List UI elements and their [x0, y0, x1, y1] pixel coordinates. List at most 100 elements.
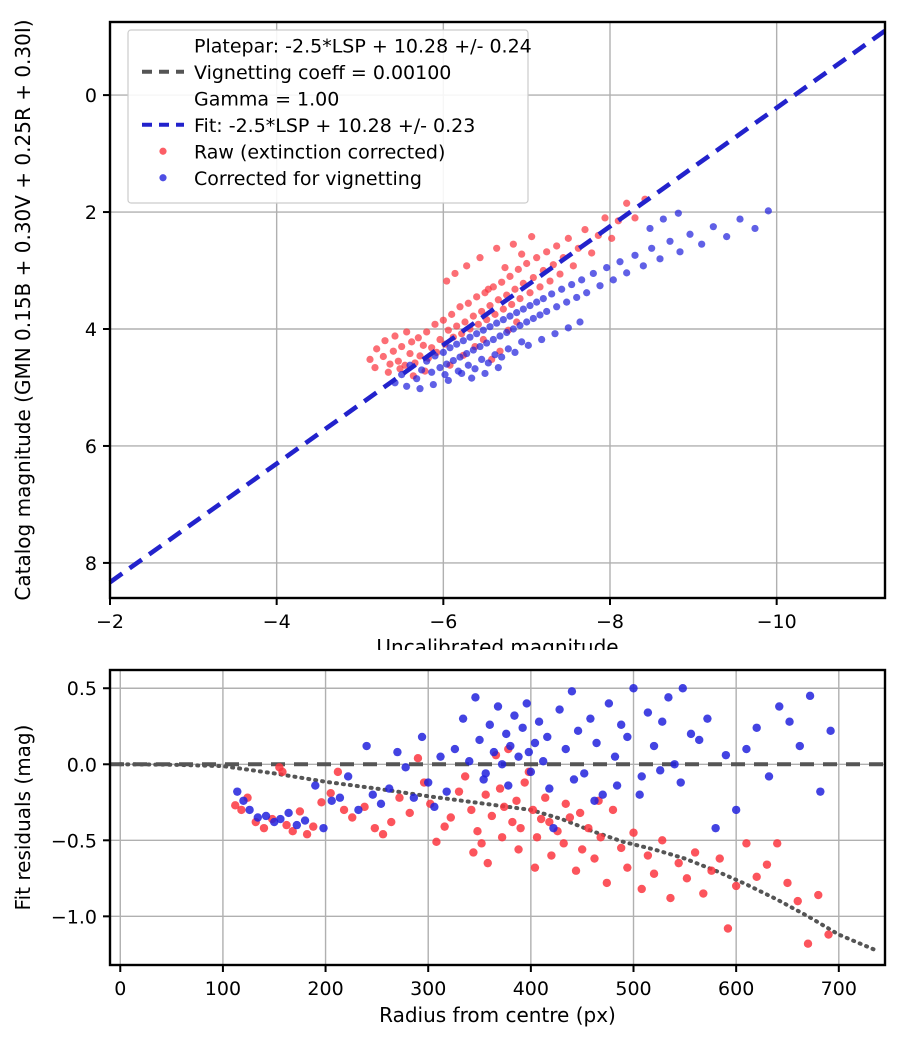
data-point — [476, 342, 484, 351]
data-point — [509, 240, 517, 248]
data-point — [569, 775, 579, 784]
data-point — [483, 339, 491, 347]
data-point — [311, 781, 320, 790]
data-point — [568, 280, 576, 289]
data-point — [583, 289, 591, 297]
data-point — [288, 826, 297, 836]
data-point — [623, 199, 631, 207]
data-point — [564, 234, 572, 242]
data-point — [721, 750, 731, 760]
data-point — [442, 787, 451, 796]
data-point — [715, 854, 724, 863]
data-point — [381, 337, 389, 345]
data-point — [643, 708, 653, 717]
x-tick-label: −4 — [263, 611, 291, 633]
data-point — [261, 811, 271, 821]
data-point — [469, 346, 477, 354]
data-point — [580, 769, 589, 778]
data-point — [565, 813, 575, 822]
data-point — [473, 330, 481, 338]
data-point — [432, 837, 441, 847]
data-point — [736, 215, 744, 223]
data-point — [548, 290, 556, 298]
data-point — [506, 741, 515, 751]
data-point — [674, 209, 682, 217]
data-point — [253, 813, 263, 822]
data-point — [464, 361, 472, 369]
data-point — [590, 796, 599, 805]
data-point — [473, 293, 481, 301]
data-point — [731, 881, 741, 891]
data-point — [491, 310, 499, 318]
data-point — [658, 717, 667, 726]
y-tick-label: −0.5 — [51, 830, 97, 852]
legend-label: Fit: -2.5*LSP + 10.28 +/- 0.23 — [194, 115, 475, 137]
data-point — [471, 365, 479, 373]
data-point — [484, 285, 492, 293]
data-point — [603, 264, 611, 272]
data-point — [498, 278, 506, 286]
data-point — [373, 345, 381, 353]
data-point — [516, 321, 524, 330]
data-point — [466, 333, 474, 341]
data-point — [666, 237, 674, 245]
data-point — [584, 823, 593, 833]
data-point — [762, 860, 772, 869]
data-point — [510, 711, 519, 720]
data-point — [556, 270, 564, 278]
data-point — [511, 348, 519, 356]
data-point — [456, 353, 464, 361]
data-point — [596, 833, 605, 842]
data-point — [493, 244, 501, 252]
data-point — [516, 823, 525, 833]
data-point — [553, 303, 561, 311]
data-point — [504, 781, 513, 790]
legend-label: Raw (extinction corrected) — [194, 141, 445, 163]
data-point — [695, 735, 704, 745]
data-point — [577, 845, 587, 854]
data-point — [559, 839, 568, 848]
axes-frame — [108, 20, 887, 600]
data-point — [528, 805, 538, 815]
data-point — [670, 760, 679, 769]
data-point — [752, 723, 761, 732]
data-point — [486, 302, 494, 310]
legend-box — [127, 29, 529, 204]
data-point — [436, 364, 444, 372]
data-point — [501, 264, 509, 272]
data-point — [709, 223, 717, 231]
data-point — [752, 872, 761, 881]
data-point — [453, 340, 461, 348]
data-point — [339, 805, 349, 815]
data-point — [604, 699, 614, 708]
data-point — [467, 805, 476, 815]
data-point — [561, 799, 570, 809]
data-point — [545, 817, 554, 827]
data-point — [403, 382, 411, 390]
data-point — [529, 273, 537, 282]
data-point — [545, 784, 554, 793]
data-point — [284, 808, 293, 818]
data-point — [578, 276, 586, 284]
data-point — [514, 265, 522, 273]
data-point — [496, 332, 504, 340]
data-point — [317, 798, 326, 807]
x-axis-label: Uncalibrated magnitude — [376, 635, 618, 650]
magnitude-fit-svg: −2 −4 −6 −8 −10 0 2 4 6 8 Uncalibrated magnitude Ca… — [11, 19, 887, 650]
data-point — [558, 285, 566, 293]
data-point — [429, 380, 437, 389]
data-point — [326, 788, 335, 798]
data-point — [453, 322, 461, 330]
data-point — [536, 311, 544, 319]
data-point — [446, 813, 455, 822]
data-point — [485, 720, 494, 729]
data-point — [481, 369, 489, 378]
data-point — [538, 335, 546, 344]
data-point — [656, 766, 665, 775]
x-axis-label: Radius from centre (px) — [379, 1003, 616, 1027]
data-point — [401, 361, 409, 369]
data-point — [309, 822, 318, 831]
data-point — [520, 778, 529, 787]
data-point — [575, 808, 585, 818]
data-point — [571, 866, 581, 875]
